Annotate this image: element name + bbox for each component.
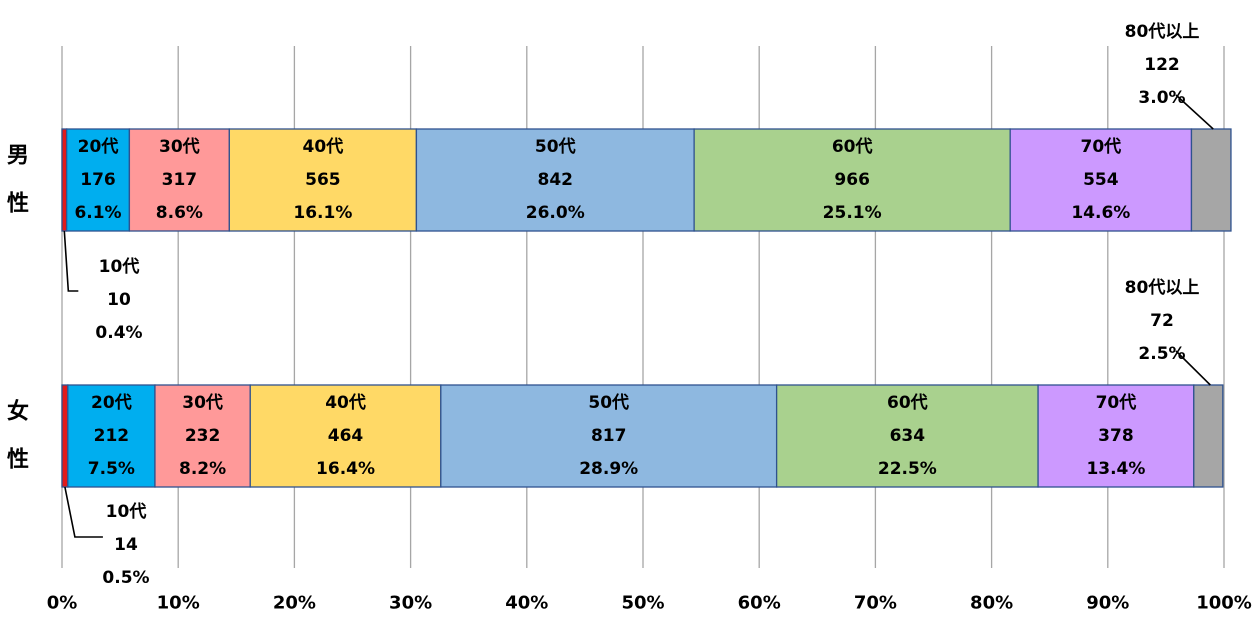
- bar-segment: [61, 128, 68, 232]
- segment-label: 25.1%: [823, 203, 882, 223]
- x-tick-label: 0%: [47, 593, 78, 614]
- segment-label: 966: [834, 170, 870, 190]
- x-tick-label: 100%: [1196, 593, 1252, 614]
- callout-label: 10代: [99, 256, 140, 277]
- bar-segment: [128, 128, 230, 232]
- callout-label: 0.4%: [95, 323, 142, 343]
- leader-line: [1175, 94, 1214, 130]
- segment-label: 8.2%: [179, 459, 226, 479]
- callout-label: 14: [114, 535, 138, 555]
- x-tick-label: 10%: [157, 593, 200, 614]
- bar-segment: [775, 384, 1039, 488]
- segment-label: 20代: [91, 392, 132, 413]
- segment-label: 60代: [887, 392, 928, 413]
- segment-label: 70代: [1080, 136, 1121, 157]
- bar-segment: [249, 384, 442, 488]
- bar-segment: [415, 128, 695, 232]
- bar-segment: [67, 384, 156, 488]
- bar-segment: [1190, 128, 1232, 232]
- x-tick-label: 20%: [273, 593, 316, 614]
- segment-label: 28.9%: [579, 459, 638, 479]
- segment-label: 50代: [535, 136, 576, 157]
- callout-label: 72: [1150, 311, 1174, 331]
- segment-labels: 20代 176 6.1% 30代 317 8.6% 40代 565 16.1% 50代 842 26.…: [74, 136, 1145, 479]
- leader-line: [1175, 350, 1211, 386]
- bar-segment: [1009, 128, 1193, 232]
- segment-label: 13.4%: [1086, 459, 1145, 479]
- segment-label: 634: [890, 426, 926, 446]
- gridlines: [61, 46, 1225, 568]
- segment-label: 317: [162, 170, 198, 190]
- segment-label: 842: [538, 170, 574, 190]
- callout-label: 80代以上: [1125, 277, 1200, 298]
- segment-label: 26.0%: [526, 203, 585, 223]
- leader-lines: [63, 94, 1214, 538]
- callout-label: 0.5%: [102, 568, 149, 588]
- callout-labels: 10代 10 0.4% 80代以上 122 3.0% 10代 14 0.5% 80代以上 72 2.5…: [95, 21, 1199, 588]
- segment-label: 40代: [325, 392, 366, 413]
- category-label: 女: [7, 399, 29, 425]
- leader-line: [63, 230, 79, 292]
- category-label: 男: [7, 144, 29, 169]
- segment-label: 60代: [832, 136, 873, 157]
- segment-label: 70代: [1096, 392, 1137, 413]
- segment-label: 212: [94, 426, 130, 446]
- leader-line: [64, 486, 103, 538]
- x-tick-label: 30%: [389, 593, 432, 614]
- segment-label: 30代: [159, 136, 200, 157]
- callout-label: 122: [1144, 55, 1180, 75]
- bar-segment: [1193, 384, 1224, 488]
- segment-label: 20代: [78, 136, 119, 157]
- callout-label: 80代以上: [1125, 21, 1200, 42]
- callout-label: 3.0%: [1138, 88, 1185, 108]
- x-tick-label: 70%: [854, 593, 897, 614]
- category-label: 性: [7, 192, 29, 217]
- segment-label: 8.6%: [156, 203, 203, 223]
- bar-segment: [440, 384, 778, 488]
- bar-segment: [61, 384, 69, 488]
- bar-segment: [693, 128, 1011, 232]
- segment-label: 817: [591, 426, 627, 446]
- segment-label: 22.5%: [878, 459, 937, 479]
- segment-label: 40代: [303, 136, 344, 157]
- segment-label: 464: [328, 426, 364, 446]
- segment-label: 16.1%: [293, 203, 352, 223]
- bar-segment: [1037, 384, 1195, 488]
- callout-label: 10代: [106, 501, 147, 522]
- category-label: 性: [7, 448, 29, 473]
- callout-label: 2.5%: [1138, 344, 1185, 364]
- segment-label: 30代: [182, 392, 223, 413]
- segment-label: 16.4%: [316, 459, 375, 479]
- segment-label: 565: [305, 170, 341, 190]
- x-tick-label: 40%: [505, 593, 548, 614]
- x-axis-tick-labels: 0% 10% 20% 30% 40% 50% 60% 70% 80% 90% 100%: [47, 593, 1252, 614]
- segment-label: 176: [80, 170, 116, 190]
- segment-label: 7.5%: [88, 459, 135, 479]
- bar-segment: [65, 128, 131, 232]
- bar-segment: [228, 128, 418, 232]
- callout-label: 10: [107, 290, 131, 310]
- segment-label: 6.1%: [74, 203, 121, 223]
- segment-label: 14.6%: [1071, 203, 1130, 223]
- x-tick-label: 60%: [738, 593, 781, 614]
- x-tick-label: 50%: [621, 593, 664, 614]
- segment-label: 378: [1098, 426, 1134, 446]
- segment-label: 554: [1083, 170, 1119, 190]
- bar-segments: [61, 128, 1232, 488]
- x-tick-label: 80%: [970, 593, 1013, 614]
- segment-label: 50代: [588, 392, 629, 413]
- x-tick-label: 90%: [1086, 593, 1129, 614]
- segment-label: 232: [185, 426, 221, 446]
